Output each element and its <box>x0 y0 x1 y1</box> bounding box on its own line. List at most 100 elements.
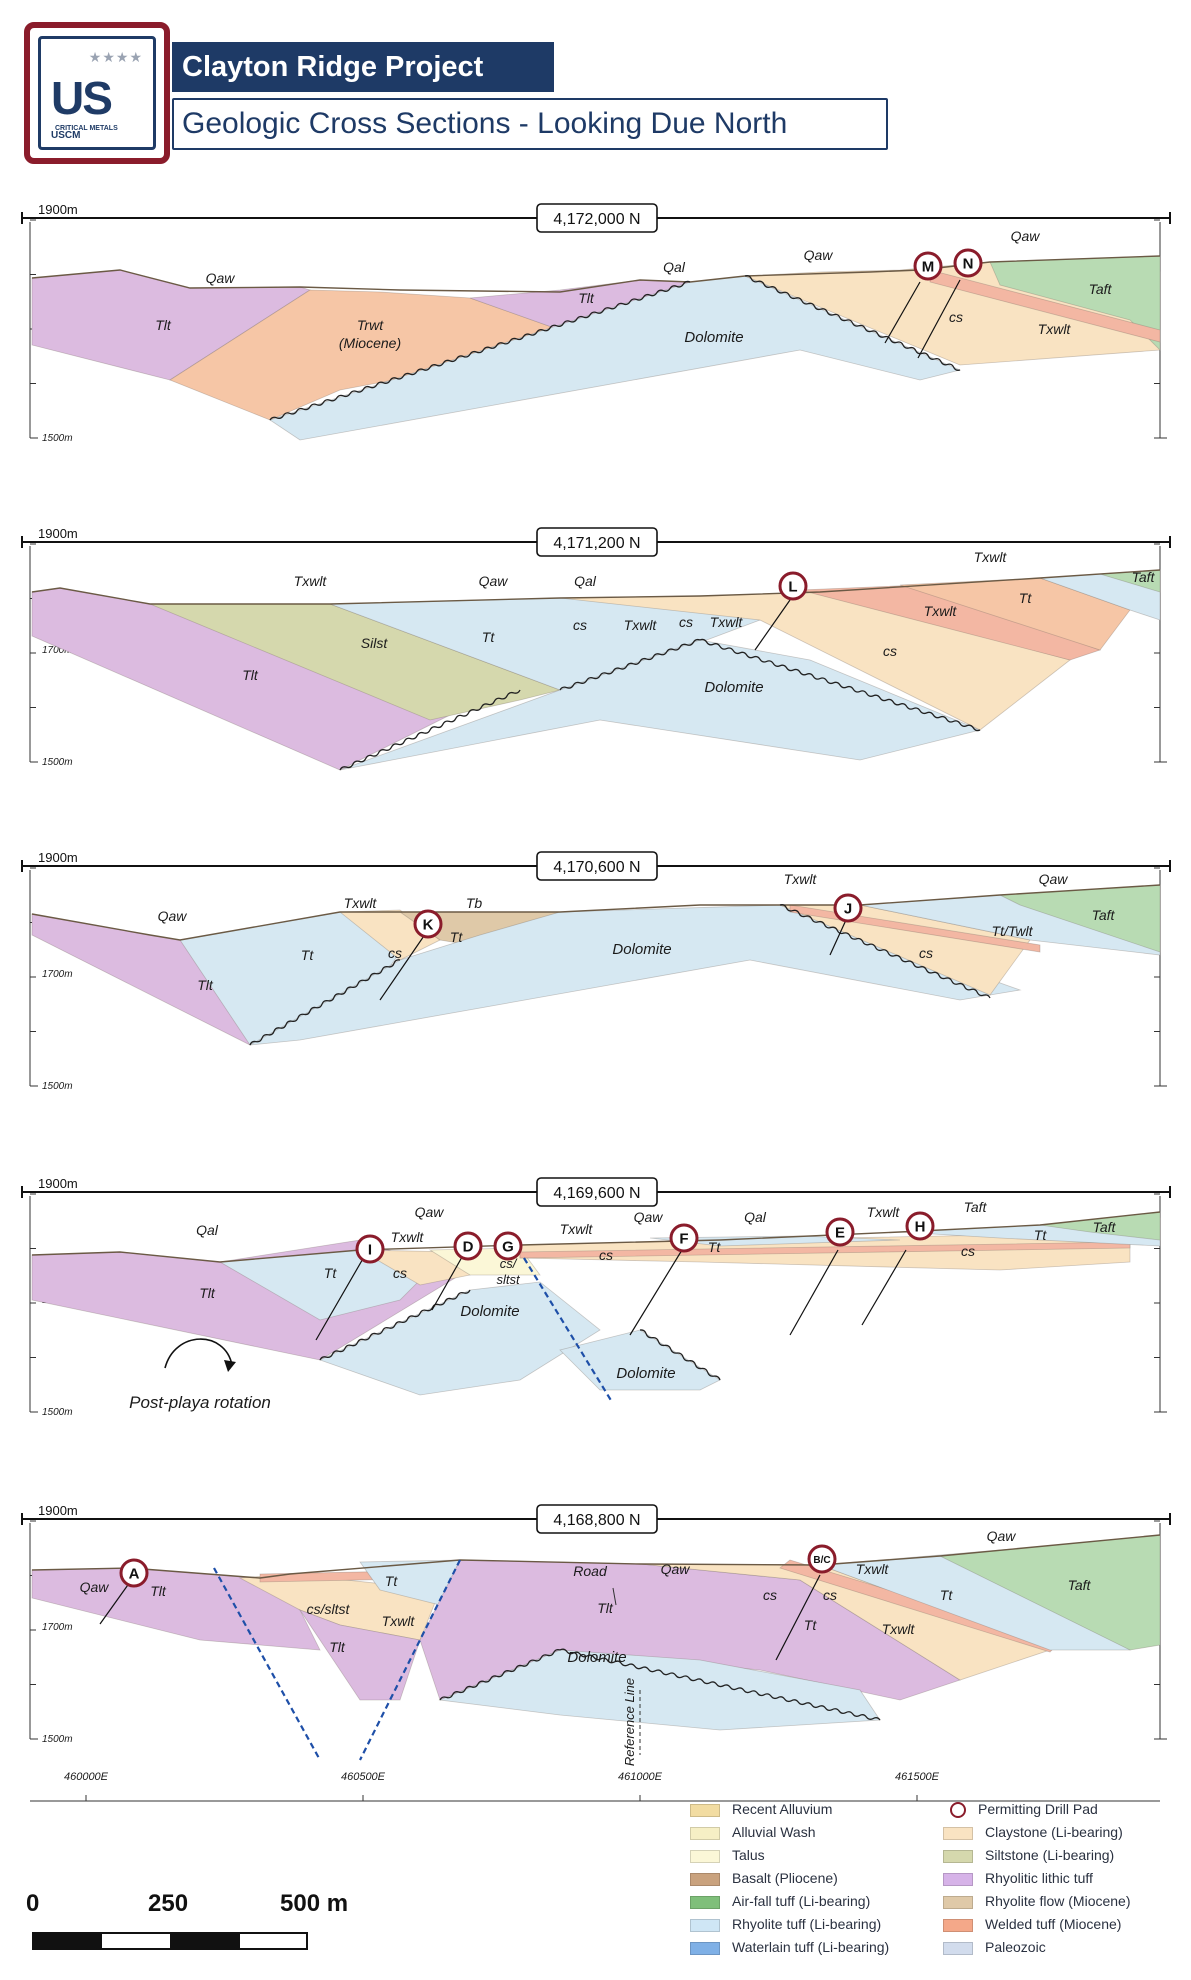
legend-item-right-6: Paleozoic <box>943 1938 1046 1956</box>
drill-trace-m <box>884 281 921 344</box>
unconformity-west <box>319 1289 471 1361</box>
elev-label-top: 1900m <box>38 1176 78 1191</box>
northing-box <box>536 1504 658 1534</box>
label-taft-e: Taft <box>1093 1219 1117 1235</box>
elev-label-mid: 1700m <box>42 1622 73 1633</box>
legend-label: Alluvial Wash <box>732 1824 816 1840</box>
easting-label-4: 461500E <box>895 1771 940 1783</box>
legend-swatch <box>943 1941 973 1955</box>
company-logo: ★★★★ US CRITICAL METALS USCM <box>24 22 170 164</box>
legend-label: Talus <box>732 1847 765 1863</box>
legend-label: Paleozoic <box>985 1939 1046 1955</box>
unit-txwlt-band <box>519 1241 1131 1259</box>
drill-pad-k-label: K <box>423 917 434 934</box>
drill-pad-e-ring <box>825 1217 855 1247</box>
label-cs-2: cs <box>823 1587 837 1603</box>
label-cs-2: cs <box>679 614 693 630</box>
elev-label-top: 1900m <box>38 850 78 865</box>
label-qaw: Qaw <box>415 1204 445 1220</box>
drill-pad-k-ring <box>413 909 443 939</box>
legend-label: Air-fall tuff (Li-bearing) <box>732 1893 871 1909</box>
drill-trace-j <box>829 919 847 956</box>
label-txwlt-e: Txwlt <box>784 871 818 887</box>
drill-pad-j-label: J <box>844 901 852 918</box>
label-cs: cs <box>388 945 402 961</box>
unconformity-west <box>339 689 521 771</box>
unconformity-east <box>779 904 991 999</box>
drill-pad-n-ring <box>953 248 983 278</box>
label-qal: Qal <box>196 1222 219 1238</box>
unconformity-west <box>269 280 691 421</box>
label-txwlt-c: Txwlt <box>560 1221 594 1237</box>
label-trwt: Trwt <box>357 317 384 333</box>
label-qal-c: Qal <box>744 1209 767 1225</box>
label-tt-e: Tt <box>1034 1227 1048 1243</box>
northing-label: 4,168,800 N <box>553 1512 640 1529</box>
easting-label-2: 460500E <box>341 1771 386 1783</box>
drill-trace-f <box>629 1249 683 1336</box>
drill-trace-n <box>917 279 961 359</box>
elev-label-top: 1900m <box>38 1503 78 1518</box>
legend-label: Rhyolite tuff (Li-bearing) <box>732 1916 882 1932</box>
label-qaw: Qaw <box>158 908 188 924</box>
drill-pad-bc: B/C <box>807 1544 837 1574</box>
drill-pad-g-ring <box>493 1231 523 1261</box>
fault-trace-east <box>359 1559 461 1761</box>
elev-label-bottom: 1500m <box>42 757 73 768</box>
label-dolomite: Dolomite <box>612 941 671 958</box>
label-tlt-w: Tlt <box>155 317 172 333</box>
cross-section-2: 1900m 1700m 1500m 4,171,200 N Txwlt Silst Tlt Q… <box>21 526 1171 771</box>
northing-label: 4,169,600 N <box>553 1185 640 1202</box>
legend-swatch <box>690 1895 720 1909</box>
legend-item-right-3: Rhyolitic lithic tuff <box>943 1869 1093 1887</box>
legend-label: Recent Alluvium <box>732 1801 833 1817</box>
logo-mark: US <box>51 72 113 124</box>
ground-surface <box>31 884 1161 941</box>
label-silst: Silst <box>361 635 389 651</box>
label-tt-e: Tt <box>940 1587 954 1603</box>
drill-pad-a: A <box>119 1558 149 1588</box>
unconformity-center <box>559 638 701 691</box>
label-qal: Qal <box>663 259 686 275</box>
unconformity-east <box>744 275 961 371</box>
legend-label: Siltstone (Li-bearing) <box>985 1847 1115 1863</box>
fault-trace-west <box>213 1567 321 1761</box>
northing-box <box>536 203 658 233</box>
label-tlt-fault: Tlt <box>329 1639 346 1655</box>
label-txwlt-e: Txwlt <box>882 1621 916 1637</box>
drill-pad-m-label: M <box>922 259 935 276</box>
legend-item-right-0: Permitting Drill Pad <box>943 1800 1098 1819</box>
legend-item-right-1: Claystone (Li-bearing) <box>943 1823 1123 1841</box>
drill-pad-i-ring <box>355 1234 385 1264</box>
legend-item-right-2: Siltstone (Li-bearing) <box>943 1846 1114 1864</box>
label-qaw: Qaw <box>479 573 509 589</box>
label-tlt-c: Tlt <box>597 1600 614 1616</box>
label-qaw-e: Qaw <box>804 247 834 263</box>
drill-pad-h: H <box>905 1211 935 1241</box>
label-cs-c: cs <box>599 1247 613 1263</box>
legend-label: Waterlain tuff (Li-bearing) <box>732 1939 890 1955</box>
unconformity-east <box>559 1648 881 1721</box>
label-cs-e: cs <box>883 643 897 659</box>
label-txwlt: Txwlt <box>391 1229 425 1245</box>
road-pointer <box>612 1587 617 1606</box>
label-miocene: (Miocene) <box>339 335 401 351</box>
label-qaw-c: Qaw <box>634 1209 664 1225</box>
northing-label: 4,172,000 N <box>553 211 640 228</box>
label-txwlt-w: Txwlt <box>294 573 328 589</box>
drill-pad-bc-label: B/C <box>813 1555 830 1566</box>
scale-label-0: 0 <box>26 1890 40 1917</box>
drill-pad-d: D <box>453 1231 483 1261</box>
drill-pad-n: N <box>953 248 983 278</box>
label-txwlt-2: Txwlt <box>710 614 744 630</box>
unconformity-west <box>439 1648 561 1701</box>
elev-label-bottom: 1500m <box>42 433 73 444</box>
legend-item-left-5: Rhyolite tuff (Li-bearing) <box>690 1915 881 1933</box>
scale-bar-seg-1 <box>32 1932 102 1950</box>
drill-trace-k <box>379 929 429 1001</box>
northing-box <box>536 1177 658 1207</box>
label-taft: Taft <box>1089 281 1113 297</box>
drill-pad-i: I <box>355 1234 385 1264</box>
